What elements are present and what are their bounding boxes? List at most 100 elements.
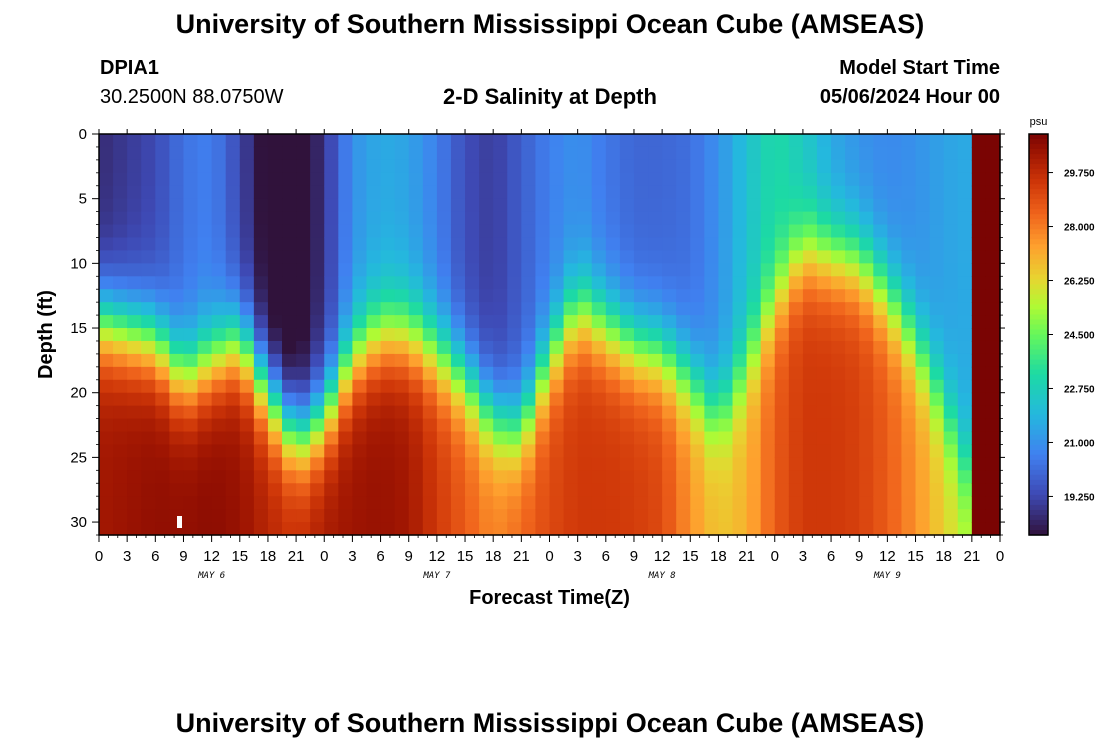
heatmap-cell <box>648 250 663 264</box>
heatmap-cell <box>859 198 874 213</box>
heatmap-cell <box>648 224 663 239</box>
heatmap-cell <box>633 509 649 523</box>
heatmap-cell <box>211 237 227 252</box>
heatmap-cell <box>465 250 480 264</box>
heatmap-cell <box>127 470 142 484</box>
heatmap-cell <box>929 263 945 277</box>
heatmap-cell <box>746 418 762 433</box>
heatmap-cell <box>605 353 621 368</box>
heatmap-cell <box>591 198 607 213</box>
x-tick-label: 6 <box>376 548 384 565</box>
heatmap-cell <box>535 379 551 394</box>
heatmap-cell <box>352 159 368 174</box>
heatmap-cell <box>253 159 269 174</box>
heatmap-cell <box>605 366 621 381</box>
heatmap-cell <box>901 483 917 497</box>
heatmap-cell <box>760 457 776 471</box>
heatmap-cell <box>774 185 790 200</box>
heatmap-cell <box>901 237 917 252</box>
heatmap-cell <box>943 211 959 226</box>
heatmap-cell <box>113 185 128 200</box>
heatmap-cell <box>211 224 227 239</box>
heatmap-cell <box>422 509 438 523</box>
heatmap-cell <box>873 340 888 355</box>
heatmap-cell <box>732 263 748 277</box>
heatmap-cell <box>366 366 382 381</box>
heatmap-cell <box>845 328 860 342</box>
heatmap-cell <box>957 302 973 316</box>
heatmap-cell <box>859 496 874 510</box>
heatmap-cell <box>774 470 790 484</box>
heatmap-cell <box>465 522 480 536</box>
heatmap-cell <box>436 134 452 148</box>
heatmap-cell <box>915 146 931 161</box>
heatmap-cell <box>183 509 199 523</box>
day-label: MAY 9 <box>873 571 901 581</box>
heatmap-cell <box>619 134 635 148</box>
heatmap-cell <box>816 483 832 497</box>
heatmap-cell <box>267 185 283 200</box>
heatmap-cell <box>267 328 283 342</box>
heatmap-cell <box>521 315 537 329</box>
heatmap-cell <box>310 237 325 252</box>
heatmap-cell <box>113 134 128 148</box>
heatmap-cell <box>450 522 466 536</box>
colorbar-tick-label: 26.250 <box>1064 277 1095 288</box>
heatmap-cell <box>605 134 621 148</box>
heatmap-cell <box>943 302 959 316</box>
heatmap-cell <box>549 366 565 381</box>
heatmap-cell <box>113 276 128 290</box>
heatmap-cell <box>859 315 874 329</box>
heatmap-cell <box>957 405 973 420</box>
heatmap-cell <box>338 379 354 394</box>
heatmap-cell <box>704 522 720 536</box>
heatmap-cell <box>535 263 551 277</box>
heatmap-cell <box>859 146 874 161</box>
heatmap-cell <box>690 146 705 161</box>
heatmap-cell <box>985 250 1001 264</box>
colorbar-segment <box>1029 504 1048 511</box>
heatmap-cell <box>535 340 551 355</box>
heatmap-cell <box>479 211 494 226</box>
footer-title: University of Southern Mississippi Ocean… <box>175 708 925 738</box>
heatmap-cell <box>239 198 255 213</box>
heatmap-cell <box>549 159 565 174</box>
heatmap-cell <box>436 276 452 290</box>
heatmap-cell <box>408 289 424 303</box>
heatmap-cell <box>394 289 410 303</box>
heatmap-cell <box>887 457 903 471</box>
heatmap-cell <box>648 483 663 497</box>
heatmap-cell <box>648 328 663 342</box>
heatmap-cell <box>450 379 466 394</box>
heatmap-cell <box>760 276 776 290</box>
heatmap-cell <box>563 392 579 407</box>
heatmap-cell <box>802 250 818 264</box>
heatmap-cell <box>183 211 199 226</box>
heatmap-cell <box>957 276 973 290</box>
heatmap-cell <box>591 470 607 484</box>
heatmap-cell <box>338 366 354 381</box>
heatmap-cell <box>465 366 480 381</box>
heatmap-cell <box>479 444 494 458</box>
heatmap-cell <box>901 405 917 420</box>
heatmap-cell <box>760 418 776 433</box>
heatmap-cell <box>99 276 114 290</box>
heatmap-cell <box>619 470 635 484</box>
heatmap-cell <box>422 470 438 484</box>
heatmap-cell <box>127 405 142 420</box>
heatmap-cell <box>113 509 128 523</box>
heatmap-cell <box>183 457 199 471</box>
heatmap-cell <box>802 457 818 471</box>
heatmap-cell <box>816 340 832 355</box>
heatmap-cell <box>887 134 903 148</box>
colorbar-segment <box>1029 384 1048 391</box>
heatmap-cell <box>549 172 565 187</box>
heatmap-cell <box>943 237 959 252</box>
heatmap-cell <box>788 302 804 316</box>
model-start-label: Model Start Time <box>839 57 1000 79</box>
heatmap-cell <box>479 470 494 484</box>
heatmap-cell <box>929 302 945 316</box>
heatmap-cell <box>183 302 199 316</box>
heatmap-cell <box>253 237 269 252</box>
heatmap-cell <box>521 302 537 316</box>
